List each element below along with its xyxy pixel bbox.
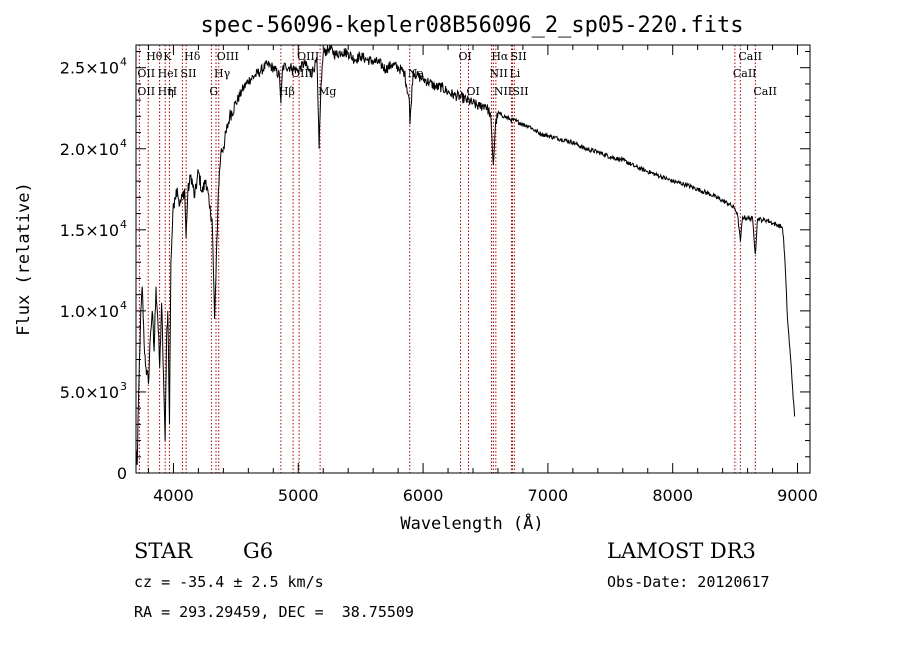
marker-label-21: NII [494, 85, 512, 98]
redshift-velocity: cz = -35.4 ± 2.5 km/s [134, 573, 324, 591]
y-axis-label: Flux (relative) [14, 182, 34, 336]
y-tick-label-1: 5.0×10 [60, 383, 119, 402]
marker-label-24: SII [512, 85, 528, 98]
marker-label-27: CaII [753, 85, 777, 98]
x-tick-label-0: 4000 [153, 486, 194, 505]
marker-label-23: Li [509, 67, 520, 80]
observation-date: Obs-Date: 20120617 [607, 573, 770, 591]
line-markers [138, 45, 756, 473]
marker-label-3: K [163, 50, 172, 63]
x-tick-label-3: 7000 [528, 486, 569, 505]
object-subclass: G6 [243, 539, 274, 563]
object-class: STAR [134, 539, 193, 563]
marker-label-12: OIII [297, 50, 319, 63]
spectrum-line [135, 44, 796, 465]
y-tick-label-5: 2.5×10 [60, 59, 119, 78]
marker-label-20: NII [489, 67, 507, 80]
chart-title: spec-56096-kepler08B56096_2_sp05-220.fit… [200, 13, 743, 38]
x-tick-label-1: 5000 [278, 486, 319, 505]
x-tick-label-4: 8000 [652, 486, 693, 505]
marker-label-11: G [209, 85, 218, 98]
y-tick-exponent-5: 4 [120, 56, 127, 69]
x-tick-label-5: 9000 [777, 486, 818, 505]
y-tick-exponent-4: 4 [120, 137, 127, 150]
marker-label-6: H [167, 85, 177, 98]
x-tick-label-2: 6000 [403, 486, 444, 505]
y-tick-exponent-2: 4 [120, 299, 127, 312]
marker-label-10: Hγ [214, 67, 231, 80]
marker-label-22: SII [510, 50, 526, 63]
y-axis-ticks: 05.0×10 31.0×10 41.5×10 42.0×10 42.5×10 4 [60, 50, 810, 483]
marker-label-7: SII [180, 67, 196, 80]
spectrum-series [135, 44, 796, 465]
y-tick-label-2: 1.0×10 [60, 302, 119, 321]
y-tick-label-3: 1.5×10 [60, 221, 119, 240]
coordinates: RA = 293.29459, DEC = 38.75509 [134, 603, 414, 621]
marker-label-8: Hδ [184, 50, 201, 63]
x-axis-label: Wavelength (Å) [400, 512, 543, 534]
survey-name: LAMOST DR3 [607, 539, 756, 563]
y-tick-label-0: 0 [117, 464, 127, 483]
marker-label-4: HeI [158, 67, 178, 80]
marker-label-25: CaII [738, 50, 762, 63]
marker-label-2: OII [137, 85, 155, 98]
marker-label-15: Mg [318, 85, 336, 98]
y-tick-label-4: 2.0×10 [60, 140, 119, 159]
plot-frame [135, 44, 811, 474]
marker-label-1: OII [137, 67, 155, 80]
marker-label-9: OIII [217, 50, 239, 63]
marker-label-17: OI [459, 50, 472, 63]
marker-label-26: CaII [733, 67, 757, 80]
marker-label-14: Hβ [279, 85, 295, 98]
marker-label-0: Hθ [146, 50, 163, 63]
marker-label-19: Hα [491, 50, 509, 63]
marker-label-18: OI [467, 85, 480, 98]
marker-label-5: Hη [158, 85, 174, 98]
y-tick-exponent-1: 3 [120, 380, 127, 393]
y-tick-exponent-3: 4 [120, 218, 127, 231]
x-axis-ticks: 4000 5000 6000 7000 8000 9000 [147, 45, 818, 505]
